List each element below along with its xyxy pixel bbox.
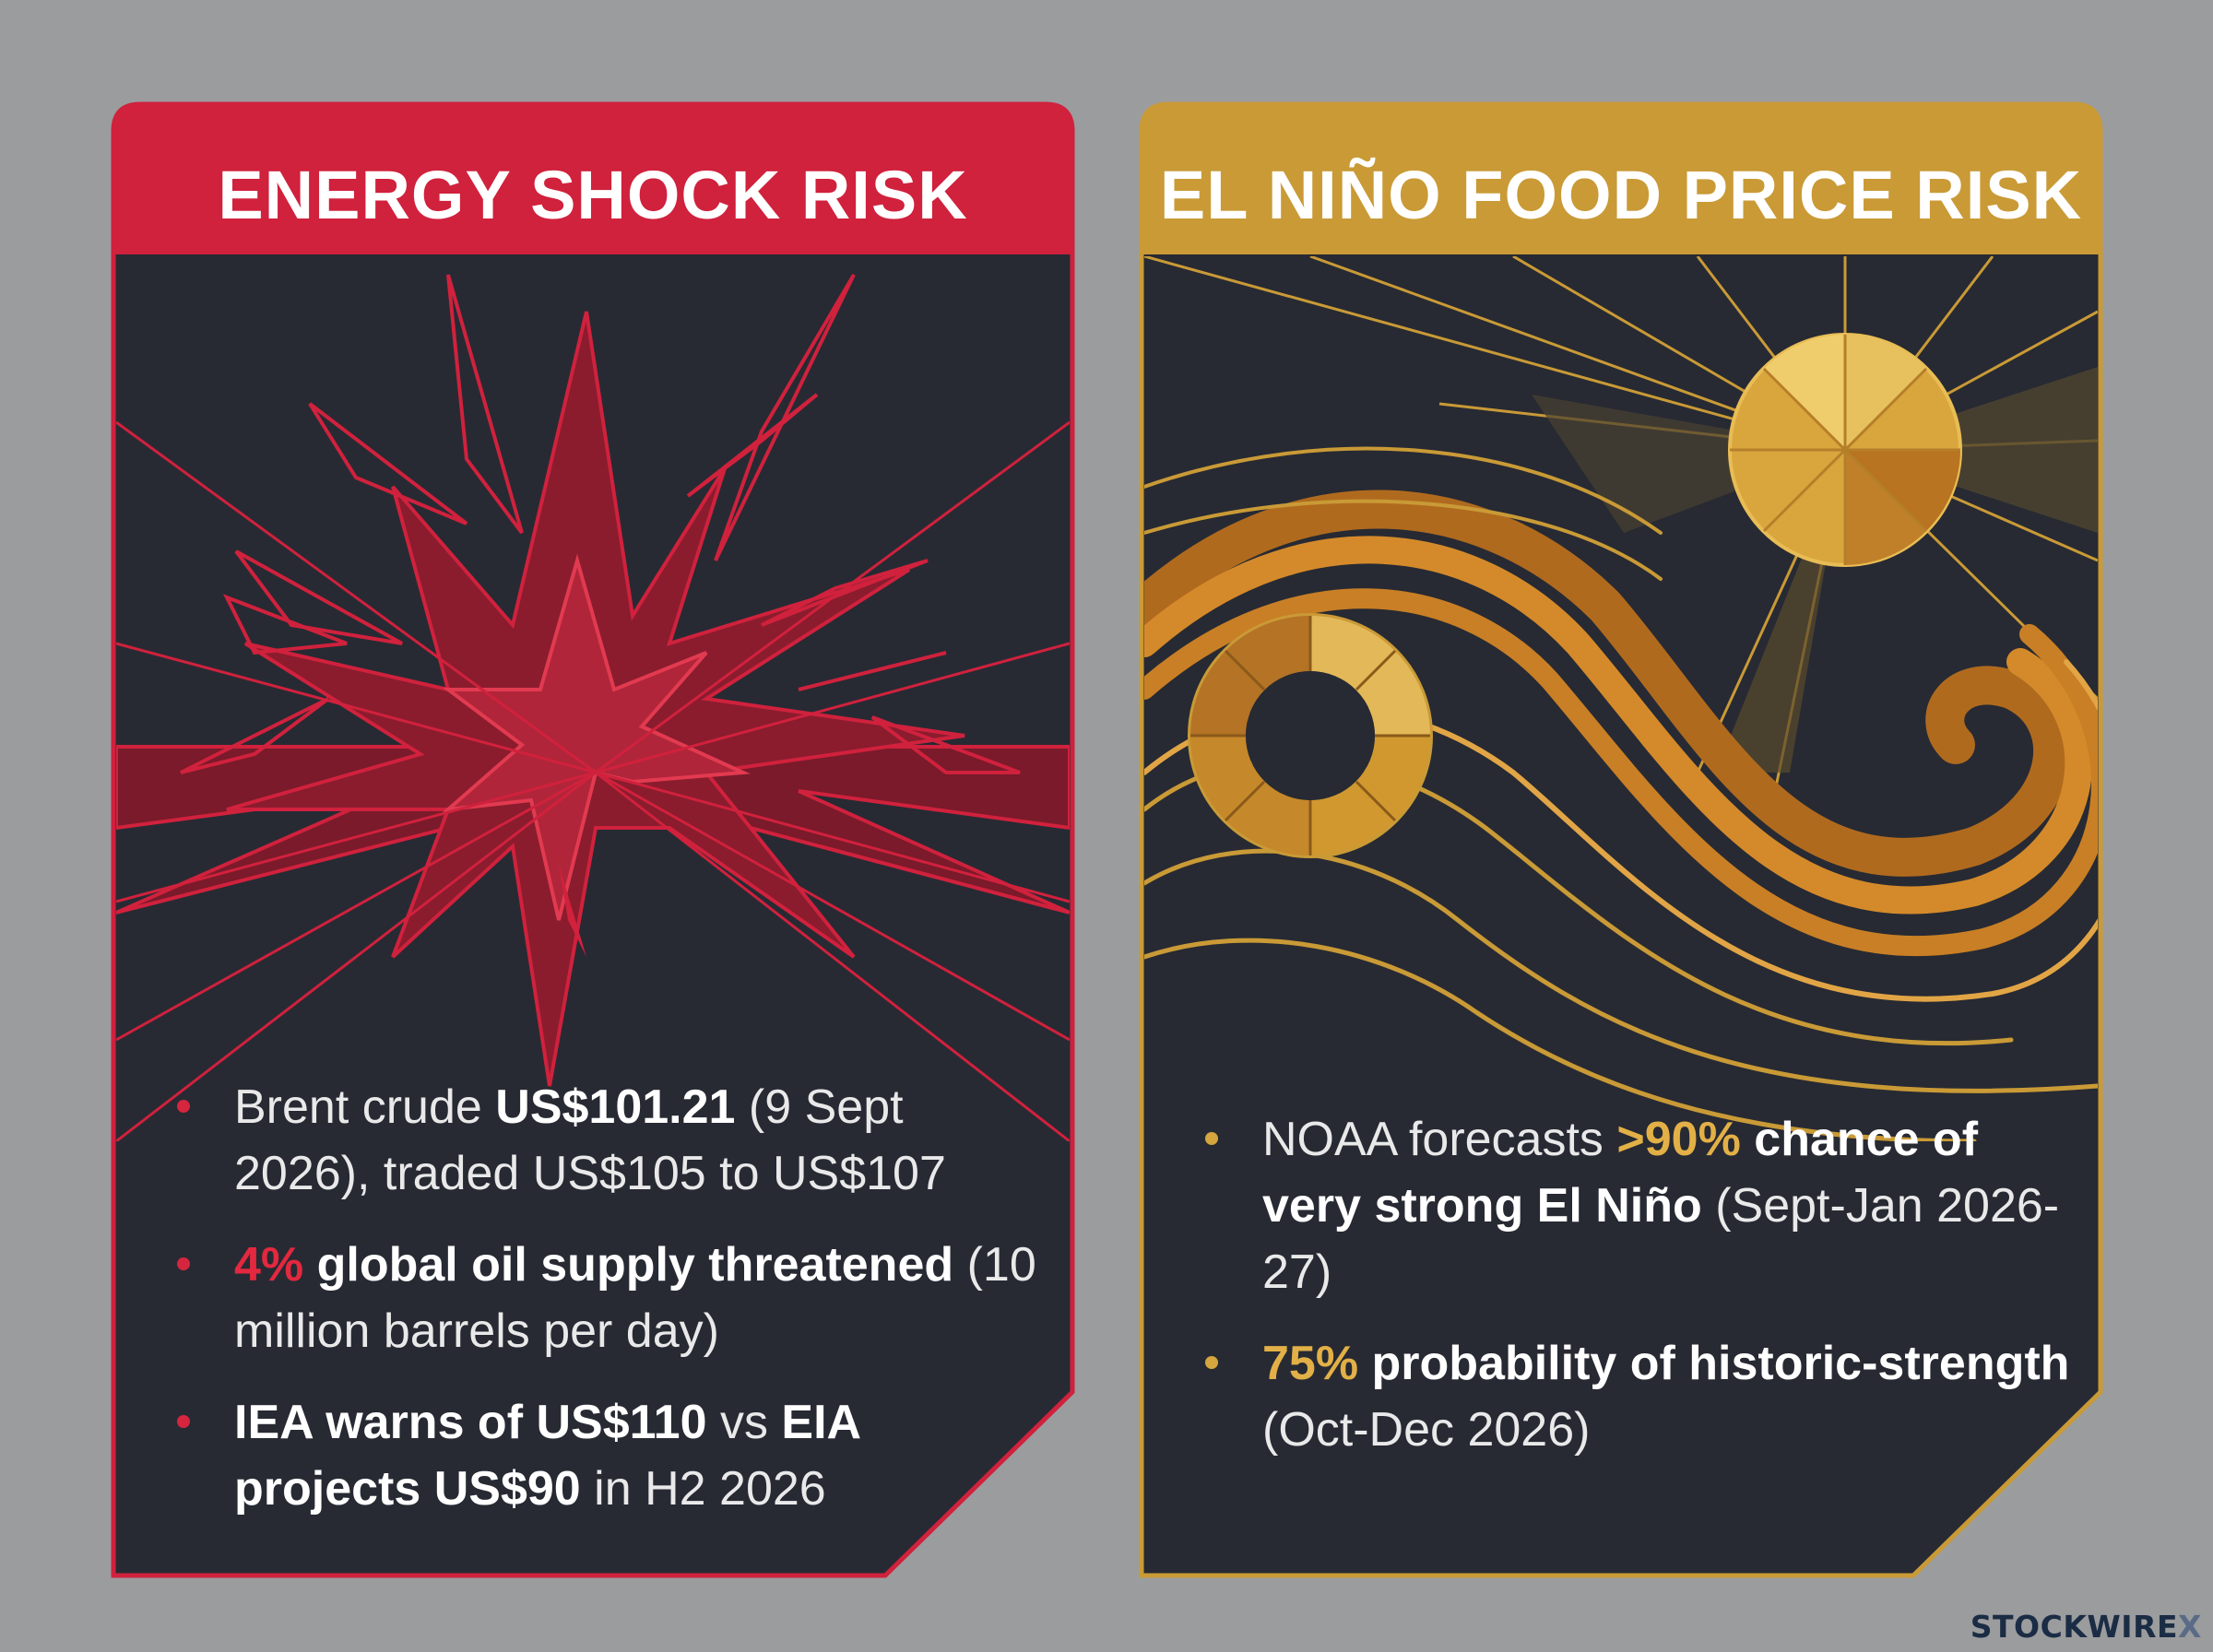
brent-price: US$101.21 xyxy=(495,1080,736,1134)
bullet-text: (9 Sept 2026), traded US$105 to US$107 xyxy=(234,1080,946,1200)
logo-mark: X xyxy=(2178,1609,2202,1645)
bullet-text: probability of historic-strength xyxy=(1358,1337,2070,1390)
energy-shock-card: ENERGY SHOCK RISK xyxy=(111,101,1075,1578)
stockwire-logo: STOCKWIREX xyxy=(1970,1609,2202,1645)
card-title: EL NIÑO FOOD PRICE RISK xyxy=(1159,157,2083,233)
logo-text: STOCKWIRE xyxy=(1970,1609,2179,1645)
iea-forecast: IEA warns of US$110 xyxy=(234,1396,707,1449)
el-nino-bullet-list: NOAA forecasts >90% chance of very stron… xyxy=(1198,1106,2074,1488)
bullet-dot xyxy=(177,1257,190,1270)
list-item: IEA warns of US$110 vs EIA projects US$9… xyxy=(170,1389,1046,1522)
list-item: Brent crude US$101.21 (9 Sept 2026), tra… xyxy=(170,1074,1046,1207)
bullet-text: (Oct-Dec 2026) xyxy=(1262,1403,1591,1457)
probability-percent: 75% xyxy=(1262,1337,1359,1390)
energy-bullet-list: Brent crude US$101.21 (9 Sept 2026), tra… xyxy=(170,1074,1046,1547)
supply-percent: 4% xyxy=(234,1238,304,1292)
bullet-text: in H2 2026 xyxy=(580,1462,826,1516)
eia-forecast: EIA projects US$90 xyxy=(234,1396,860,1516)
bullet-text: NOAA forecasts xyxy=(1262,1113,1617,1166)
list-item: 75% probability of historic-strength (Oc… xyxy=(1198,1330,2074,1463)
el-nino-card: EL NIÑO FOOD PRICE RISK xyxy=(1139,101,2103,1578)
bullet-text: global oil supply threatened xyxy=(303,1238,954,1292)
bullet-dot xyxy=(1205,1132,1218,1145)
explosion-icon xyxy=(116,273,1070,1141)
sun-wave-icon xyxy=(1144,256,2098,1141)
bullet-text: (10 million barrels per day) xyxy=(234,1238,1036,1358)
list-item: 4% global oil supply threatened (10 mill… xyxy=(170,1232,1046,1364)
bullet-dot xyxy=(177,1415,190,1428)
bullet-dot xyxy=(1205,1356,1218,1369)
bullet-text: (Sept-Jan 2026-27) xyxy=(1262,1179,2060,1299)
list-item: NOAA forecasts >90% chance of very stron… xyxy=(1198,1106,2074,1305)
bullet-text: Brent crude xyxy=(234,1080,496,1134)
bullet-text: vs xyxy=(706,1396,782,1449)
noaa-percent: >90% xyxy=(1616,1113,1741,1166)
card-title: ENERGY SHOCK RISK xyxy=(218,157,968,233)
bullet-dot xyxy=(177,1100,190,1113)
bullet-text: chance of very strong El Niño xyxy=(1262,1113,1979,1233)
